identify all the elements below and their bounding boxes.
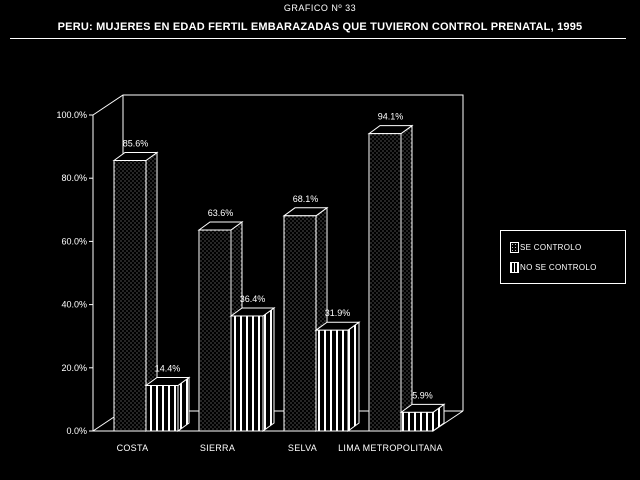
y-tick-label: 0.0% [66,426,87,436]
bar-front [368,133,402,432]
bar-front [230,315,264,432]
bar-front [400,411,434,432]
bar-no-se-controlo [314,321,361,432]
data-label: 5.9% [412,390,433,400]
stripes-pattern-swatch [510,261,519,273]
data-label: 36.4% [240,294,266,304]
y-tick-label: 40.0% [61,300,87,310]
chart-title: GRAFICO Nº 33 [283,3,357,13]
bar-no-se-controlo [144,376,191,432]
bar-front [315,329,349,432]
chart-labels: 0.0% 20.0% 40.0% 60.0% 80.0% 100.0% 85.6% 14.4%… [56,110,442,453]
y-tick-label: 100.0% [56,110,87,120]
dots-pattern-swatch [510,241,519,253]
data-label: 31.9% [325,308,351,318]
bar-front [283,215,317,432]
legend-label: SE CONTROLO [520,242,582,252]
chart-bars [112,124,446,432]
bar-front [198,229,232,432]
legend-label: NO SE CONTROLO [520,262,597,272]
bar-side [177,376,190,432]
bar-side [347,321,360,432]
x-tick-label: COSTA [117,443,149,453]
data-label: 94.1% [378,112,404,122]
y-tick-label: 20.0% [61,363,87,373]
bar-no-se-controlo [399,403,446,432]
chart-subtitle: PERU: MUJERES EN EDAD FERTIL EMBARAZADAS… [57,21,583,33]
y-tick-label: 80.0% [61,173,87,183]
title-divider [10,38,626,39]
bar-side [262,306,275,432]
y-tick-label: 60.0% [61,236,87,246]
chart-legend: SE CONTROLO NO SE CONTROLO [500,230,626,284]
legend-item-no-se-controlo: NO SE CONTROLO [510,261,597,273]
bar-front [113,160,147,432]
back-wall [92,94,464,411]
bar-no-se-controlo [229,306,276,432]
data-label: 85.6% [123,139,149,149]
legend-item-se-controlo: SE CONTROLO [510,241,582,253]
bar-side [400,124,413,432]
x-tick-label: SIERRA [200,443,235,453]
bar-se-controlo [367,124,414,432]
x-tick-label: SELVA [288,443,317,453]
data-label: 68.1% [293,194,319,204]
data-label: 14.4% [155,363,181,373]
data-label: 63.6% [208,208,234,218]
bar-front [145,384,179,432]
x-tick-label: LIMA METROPOLITANA [338,443,443,453]
